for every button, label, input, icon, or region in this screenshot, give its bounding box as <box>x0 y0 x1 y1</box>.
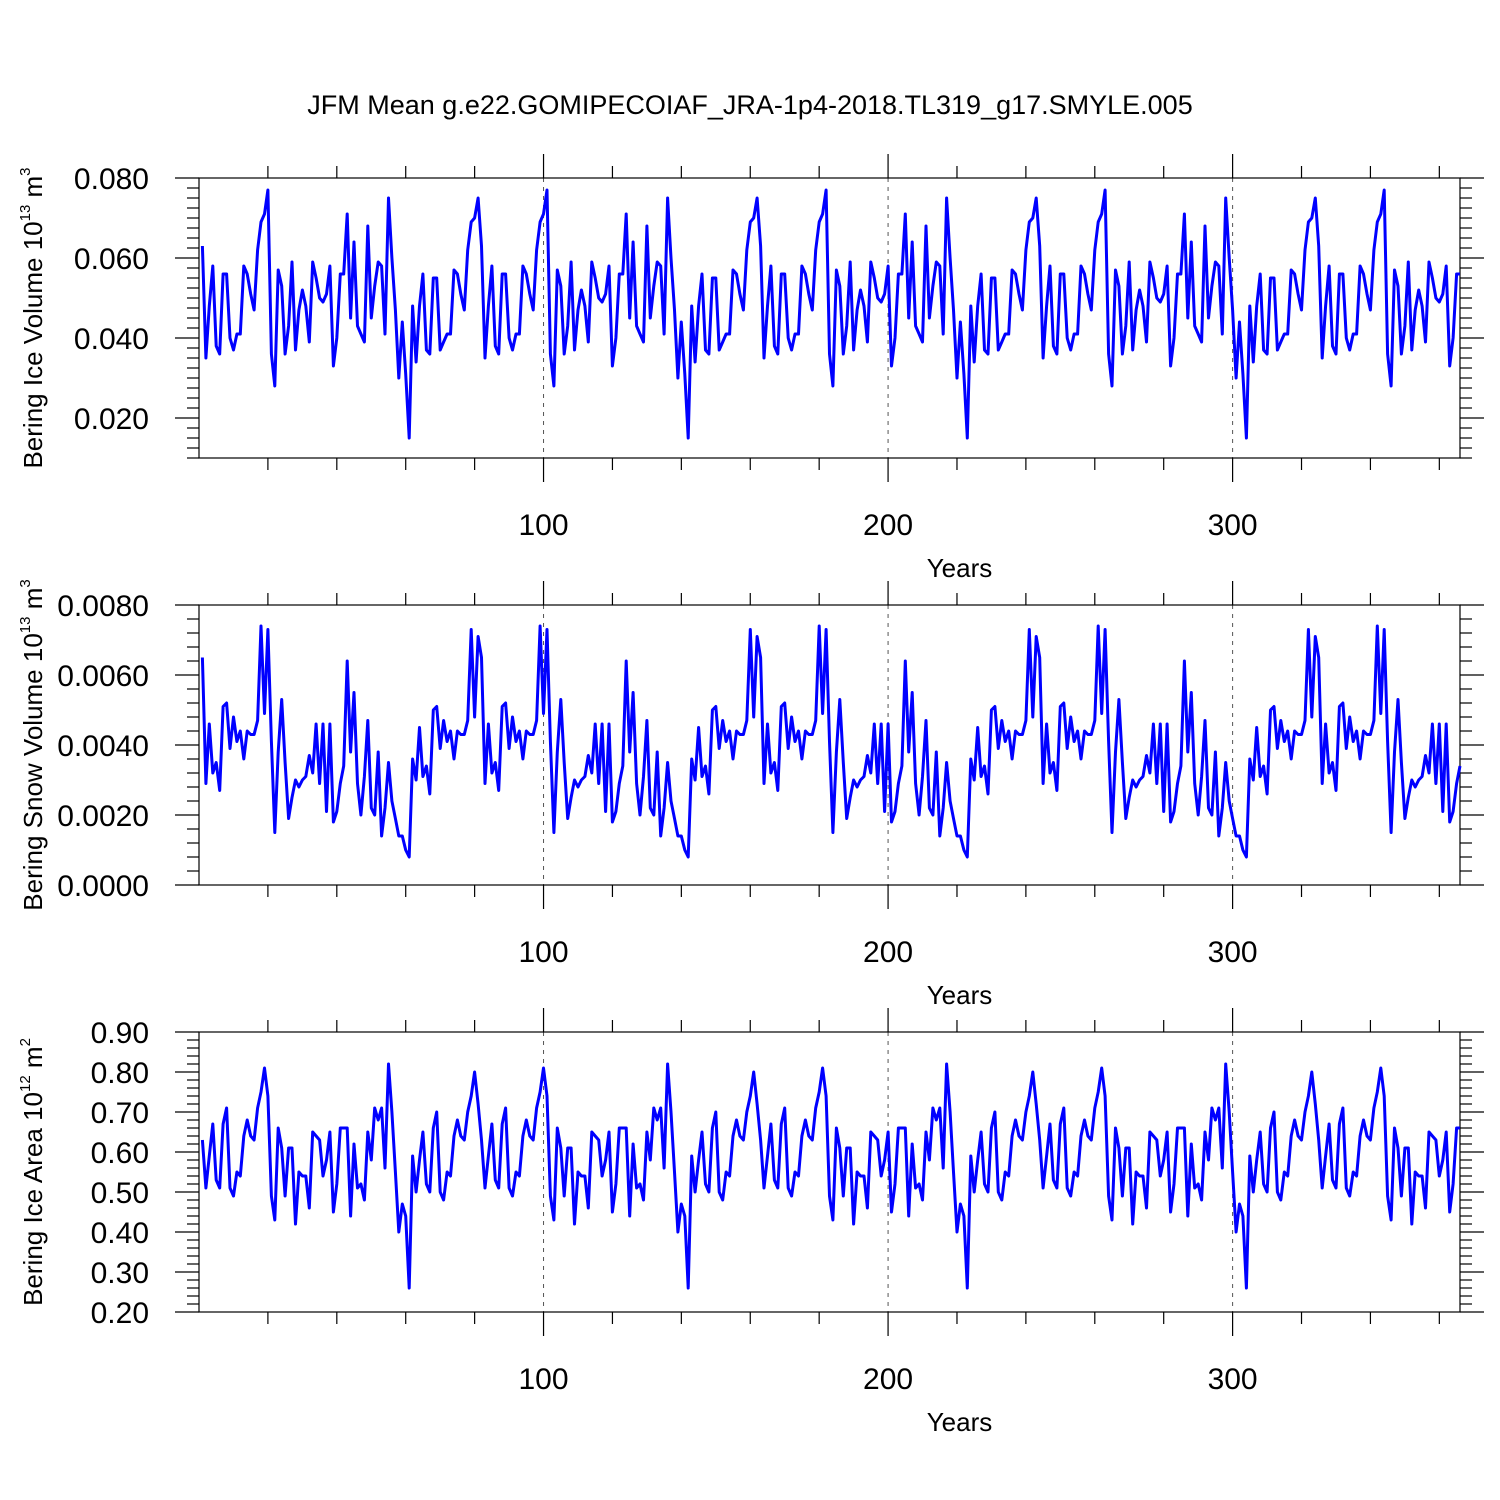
y-tick-label: 0.40 <box>91 1217 149 1250</box>
y-axis-label: Bering Ice Volume 1013 m3 <box>17 167 48 468</box>
axis-ticks <box>175 154 1484 482</box>
axis-ticks <box>175 581 1484 909</box>
x-tick-label: 200 <box>863 509 913 542</box>
tick-labels: 100 200 300 0.020 0.040 0.060 0.080 <box>74 163 1258 542</box>
series-line-ice-area <box>200 1062 1460 1290</box>
x-axis-label: Years <box>927 1407 993 1437</box>
y-tick-label: 0.70 <box>91 1097 149 1130</box>
y-tick-label: 0.040 <box>74 323 149 356</box>
y-tick-label: 0.50 <box>91 1177 149 1210</box>
y-axis-label: Bering Ice Area 1012 m2 <box>17 1038 48 1306</box>
x-tick-label: 100 <box>519 936 569 969</box>
y-tick-label: 0.080 <box>74 163 149 196</box>
y-tick-label: 0.0000 <box>57 870 149 903</box>
x-axis-label: Years <box>927 980 993 1010</box>
y-tick-label: 0.0080 <box>57 590 149 623</box>
chart-title: JFM Mean g.e22.GOMIPECOIAF_JRA-1p4-2018.… <box>307 90 1192 120</box>
x-axis-label: Years <box>927 553 993 583</box>
panel-snow-volume: 100 200 3000.00000.00200.00400.00600.0080 … <box>17 579 1484 1010</box>
x-tick-label: 100 <box>519 1363 569 1396</box>
y-tick-label: 0.0020 <box>57 800 149 833</box>
series-line-snow-volume <box>200 624 1462 859</box>
x-tick-label: 300 <box>1208 509 1258 542</box>
x-tick-label: 200 <box>863 936 913 969</box>
y-tick-label: 0.060 <box>74 243 149 276</box>
y-tick-label: 0.90 <box>91 1017 149 1050</box>
y-tick-label: 0.020 <box>74 403 149 436</box>
y-tick-label: 0.20 <box>91 1297 149 1330</box>
grid-lines <box>543 178 1234 458</box>
plot-frame <box>198 1031 1461 1313</box>
axis-ticks <box>175 1008 1484 1336</box>
y-tick-label: 0.60 <box>91 1137 149 1170</box>
y-tick-label: 0.30 <box>91 1257 149 1290</box>
x-tick-label: 100 <box>519 509 569 542</box>
grid-lines <box>543 605 1234 885</box>
y-axis-label: Bering Snow Volume 1013 m3 <box>17 579 48 910</box>
x-tick-label: 200 <box>863 1363 913 1396</box>
tick-labels: 100 200 300 0.20 0.30 0.40 0.50 0.60 0.70 0.80 0.9… <box>91 1017 1258 1396</box>
panel-ice-volume: 100 200 300 0.020 0.040 0.060 0.080 Years Beri… <box>17 154 1484 583</box>
y-tick-label: 0.0060 <box>57 660 149 693</box>
x-tick-label: 300 <box>1208 1363 1258 1396</box>
series-line-ice-volume <box>200 188 1460 440</box>
y-tick-label: 0.80 <box>91 1057 149 1090</box>
x-tick-label: 300 <box>1208 936 1258 969</box>
y-tick-label: 0.0040 <box>57 730 149 763</box>
panel-ice-area: 100 200 300 0.20 0.30 0.40 0.50 0.60 0.70 0.80 0.9… <box>17 1008 1484 1437</box>
tick-labels: 100 200 300 0.0000 0.0020 0.0040 0.0060 0.0080 <box>57 590 1257 969</box>
